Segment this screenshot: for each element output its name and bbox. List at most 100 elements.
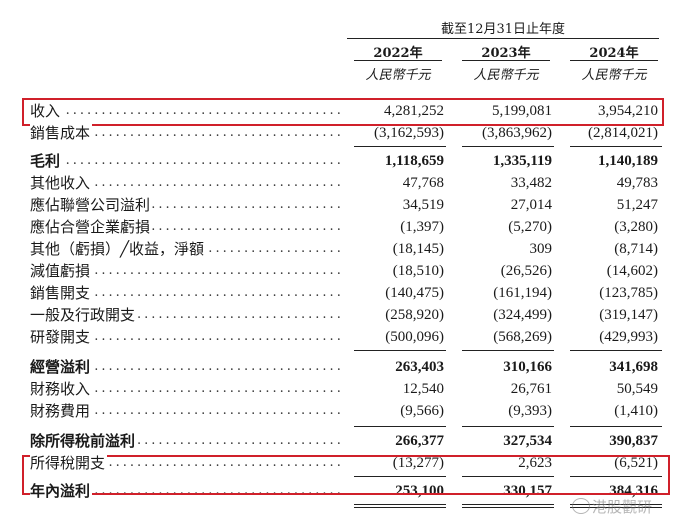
row-label-text: 毛利 [30, 152, 63, 170]
row-label: ........................................… [30, 172, 340, 194]
column-rule [570, 60, 658, 61]
row-value: (18,510) [392, 263, 444, 279]
row-value: (568,269) [493, 329, 552, 345]
row-label-text: 其他收入 [30, 174, 93, 192]
period-heading: 截至12月31日止年度 [440, 22, 566, 37]
total-rule [354, 476, 446, 477]
row-value: 47,768 [402, 175, 444, 191]
row-value: (140,475) [385, 285, 444, 301]
watermark-icon [572, 498, 590, 514]
total-rule [462, 146, 554, 147]
row-value: (13,277) [392, 455, 444, 471]
row-value: (123,785) [599, 285, 658, 301]
total-rule [570, 504, 662, 505]
row-value: (14,602) [606, 263, 658, 279]
row-value: 3,954,210 [598, 103, 658, 119]
row-label-text: 財務收入 [30, 380, 93, 398]
row-label-text: 其他（虧損）╱收益，淨額 [30, 240, 207, 258]
column-rule [354, 60, 442, 61]
total-rule [462, 350, 554, 351]
row-value: (5,270) [508, 219, 552, 235]
row-label: ........................................… [30, 378, 340, 400]
row-value: 309 [529, 241, 553, 257]
row-value: (3,162,593) [374, 125, 444, 141]
row-label: ........................................… [30, 100, 340, 122]
row-label: ........................................… [30, 430, 340, 452]
leader-dots: ........................................… [30, 329, 340, 344]
column-year: 2024年 [589, 46, 639, 61]
row-label: ........................................… [30, 282, 340, 304]
row-value: 33,482 [510, 175, 552, 191]
row-value: 50,549 [616, 381, 658, 397]
row-label-text: 應佔聯營公司溢利 [30, 196, 153, 214]
table-row: ........................................… [30, 216, 670, 238]
row-value: 263,403 [395, 359, 444, 375]
row-value: (3,280) [614, 219, 658, 235]
leader-dots: ........................................… [30, 153, 340, 168]
column-year: 2023年 [481, 46, 531, 61]
total-rule [354, 146, 446, 147]
row-value: 51,247 [616, 197, 658, 213]
row-label-text: 收入 [30, 102, 63, 120]
row-value: 266,377 [395, 433, 444, 449]
row-value: 310,166 [503, 359, 552, 375]
leader-dots: ........................................… [30, 125, 340, 140]
row-label-text: 所得稅開支 [30, 454, 108, 472]
column-rule [462, 60, 550, 61]
table-row: ........................................… [30, 400, 670, 422]
row-label: ........................................… [30, 326, 340, 348]
table-row: ........................................… [30, 100, 670, 122]
leader-dots: ........................................… [30, 263, 340, 278]
row-value: 12,540 [402, 381, 444, 397]
row-value: 5,199,081 [492, 103, 552, 119]
watermark-text: 港股觀研 [592, 498, 653, 516]
row-label-text: 除所得稅前溢利 [30, 432, 138, 450]
row-value: (6,521) [614, 455, 658, 471]
row-label-text: 財務費用 [30, 402, 93, 420]
row-label: ........................................… [30, 238, 340, 260]
row-value: (1,410) [614, 403, 658, 419]
row-value: 384,316 [609, 483, 658, 499]
leader-dots: ........................................… [30, 103, 340, 118]
leader-dots: ........................................… [30, 381, 340, 396]
row-label: ........................................… [30, 150, 340, 172]
row-value: (429,993) [599, 329, 658, 345]
leader-dots: ........................................… [30, 455, 340, 470]
row-label: ........................................… [30, 194, 340, 216]
row-value: (2,814,021) [588, 125, 658, 141]
row-label: ........................................… [30, 356, 340, 378]
total-rule [462, 504, 554, 505]
row-value: (9,393) [508, 403, 552, 419]
row-label-text: 減值虧損 [30, 262, 93, 280]
row-label: ........................................… [30, 260, 340, 282]
table-row: ........................................… [30, 194, 670, 216]
row-label-text: 銷售開支 [30, 284, 93, 302]
row-label-text: 銷售成本 [30, 124, 93, 142]
row-value: 1,335,119 [492, 153, 552, 169]
table-row: ........................................… [30, 150, 670, 172]
row-label: ........................................… [30, 122, 340, 144]
table-row: ........................................… [30, 122, 670, 144]
row-label-text: 一般及行政開支 [30, 306, 138, 324]
row-value: 1,118,659 [384, 153, 444, 169]
leader-dots: ........................................… [30, 403, 340, 418]
total-rule [354, 426, 446, 427]
table-row: ........................................… [30, 378, 670, 400]
total-rule [354, 507, 446, 508]
row-label: ........................................… [30, 216, 340, 238]
row-value: (258,920) [385, 307, 444, 323]
total-rule [354, 350, 446, 351]
period-rule [347, 38, 659, 39]
table-row: ........................................… [30, 260, 670, 282]
row-value: (3,863,962) [482, 125, 552, 141]
highlight-box-profit [22, 455, 670, 495]
row-value: 341,698 [609, 359, 658, 375]
total-rule [570, 426, 662, 427]
row-value: (26,526) [500, 263, 552, 279]
total-rule [570, 476, 662, 477]
column-unit: 人民幣千元 [581, 68, 647, 83]
highlight-box-revenue [22, 98, 664, 126]
leader-dots: ........................................… [30, 285, 340, 300]
table-row: ........................................… [30, 238, 670, 260]
